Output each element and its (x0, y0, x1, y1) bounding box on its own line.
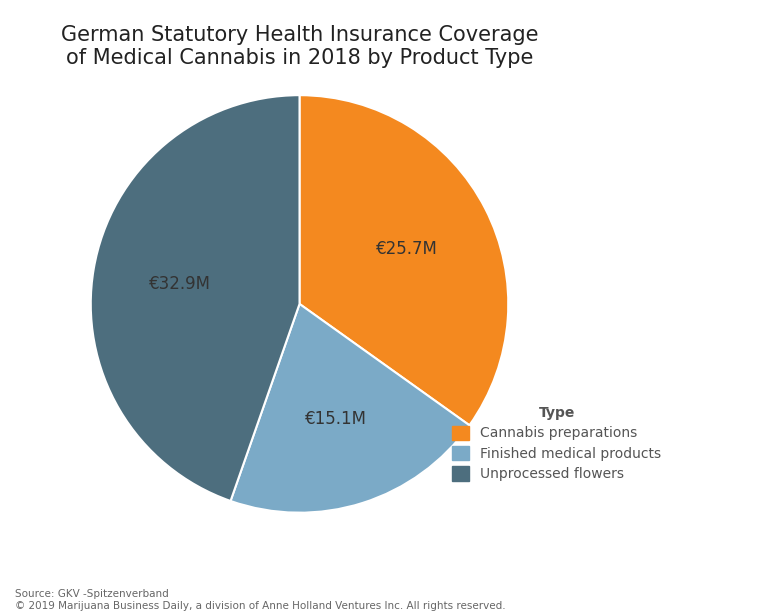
Wedge shape (300, 95, 508, 426)
Wedge shape (91, 95, 300, 501)
Text: Source: GKV -Spitzenverband
© 2019 Marijuana Business Daily, a division of Anne : Source: GKV -Spitzenverband © 2019 Marij… (15, 589, 506, 611)
Wedge shape (230, 304, 469, 513)
Text: German Statutory Health Insurance Coverage
of Medical Cannabis in 2018 by Produc: German Statutory Health Insurance Covera… (61, 25, 538, 68)
Legend: Cannabis preparations, Finished medical products, Unprocessed flowers: Cannabis preparations, Finished medical … (452, 406, 661, 481)
Text: €25.7M: €25.7M (376, 239, 438, 257)
Text: €15.1M: €15.1M (305, 410, 367, 429)
Text: €32.9M: €32.9M (149, 274, 211, 293)
